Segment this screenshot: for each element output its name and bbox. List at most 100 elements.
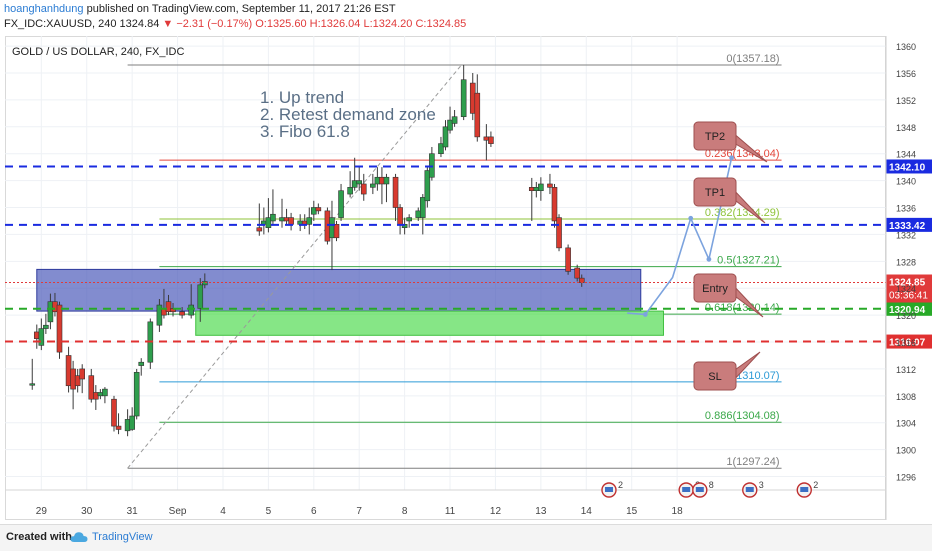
price-lines-layer: [5, 165, 886, 343]
x-tick-label: 18: [672, 506, 684, 517]
y-tick-label: 1324: [896, 284, 916, 294]
fib-level-label: 0.382(1334.29): [705, 207, 780, 219]
y-tick-label: 1336: [896, 204, 916, 214]
candle-body: [347, 187, 353, 195]
x-tick-label: 30: [81, 506, 93, 517]
chart-title: GOLD / US DOLLAR, 240, FX_IDC: [12, 46, 184, 58]
candle-body: [565, 247, 571, 272]
demand-zone-blue: [36, 268, 642, 312]
candle-body: [79, 368, 86, 380]
tradingview-link[interactable]: TradingView: [92, 531, 153, 543]
candle-body: [438, 143, 444, 155]
candle-body: [315, 207, 322, 212]
candle-body: [288, 217, 294, 225]
event-flag-stripe: [800, 487, 809, 492]
y-tick-label: 1300: [896, 446, 916, 456]
last-price-tag-label: 1324.85: [889, 278, 926, 289]
price-tag-label: 1316.07: [889, 338, 926, 349]
event-count-label: 3: [759, 480, 764, 490]
candle-body: [129, 415, 135, 430]
y-tick-label: 1296: [896, 473, 916, 483]
annotation-line-3: 3. Fibo 61.8: [260, 122, 350, 141]
price-change: ▼ −2.31 (−0.17%): [162, 18, 253, 30]
x-tick-label: Sep: [169, 506, 187, 517]
event-count-label: 2: [813, 480, 818, 490]
candle-body: [74, 375, 81, 387]
candle-body: [88, 375, 95, 400]
candle-body: [56, 304, 63, 353]
x-tick-label: 11: [445, 506, 456, 517]
candle-body: [392, 176, 399, 208]
candle-body: [578, 277, 585, 283]
x-tick-label: 6: [311, 506, 317, 517]
projection-arrows: [627, 155, 734, 317]
callout-box: [693, 177, 737, 207]
candle-body: [202, 281, 208, 286]
event-flag-stripe: [695, 487, 704, 492]
footer-bar: Created with TradingView: [0, 524, 932, 551]
y-tick-label: 1356: [896, 69, 916, 79]
candle-body: [338, 190, 344, 218]
price-tag: [886, 301, 932, 316]
created-with-label: Created with: [6, 531, 73, 543]
price-tag-label: 1333.42: [889, 221, 926, 232]
y-tick-label: 1316: [896, 338, 916, 348]
callouts-layer: TP2 TP1 Entry SL: [693, 121, 768, 391]
candle-body: [197, 284, 204, 309]
candle-body: [442, 126, 449, 148]
callout-box: [693, 121, 737, 151]
event-flag-stripe: [604, 487, 613, 492]
projection-arrowhead: [688, 215, 694, 221]
y-tick-label: 1312: [896, 365, 916, 375]
zones-layer: [36, 268, 664, 336]
price-tag: [886, 159, 932, 174]
callout-label: TP1: [705, 187, 725, 199]
projection-arrowhead: [706, 256, 712, 262]
ohlc-values: O:1325.60 H:1326.04 L:1324.20 C:1324.85: [255, 18, 467, 30]
projection-arrowhead: [642, 312, 648, 317]
countdown-label: 03:36:41: [889, 291, 928, 302]
candle-body: [551, 187, 558, 222]
candle-body: [188, 304, 194, 316]
x-tick-label: 7: [356, 506, 362, 517]
candle-body: [356, 180, 363, 185]
candle-body: [265, 217, 272, 228]
candle-body: [111, 398, 117, 427]
projection-path: [627, 157, 733, 316]
candle-body: [138, 361, 145, 366]
x-tick-label: 14: [581, 506, 593, 517]
price-tag: [886, 217, 932, 232]
candle-body: [538, 183, 544, 191]
candle-body: [424, 170, 431, 202]
event-count-label: 2: [618, 480, 623, 490]
x-tick-label: 8: [402, 506, 408, 517]
publish-line: hoanghanhdung published on TradingView.c…: [4, 3, 396, 15]
candle-body: [133, 371, 140, 417]
event-flag-stripe: [745, 487, 754, 492]
event-count-label: 8: [709, 480, 714, 490]
callout-box: [693, 361, 737, 391]
demand-zone-green: [195, 310, 664, 336]
y-tick-label: 1328: [896, 257, 916, 267]
y-tick-label: 1352: [896, 96, 916, 106]
x-tick-label: 5: [266, 506, 272, 517]
last-price-tag: [886, 274, 932, 303]
author-link[interactable]: hoanghanhdung: [4, 3, 84, 15]
y-tick-label: 1320: [896, 311, 916, 321]
y-tick-label: 1344: [896, 150, 916, 160]
candle-body: [333, 224, 340, 239]
y-tick-label: 1348: [896, 123, 916, 133]
annotation-line-2: 2. Retest demand zone: [260, 105, 436, 124]
candle-body: [43, 324, 49, 329]
x-tick-label: 31: [127, 506, 139, 517]
fib-level-label: 0(1357.18): [726, 53, 779, 65]
candle-body: [383, 176, 390, 185]
y-tick-label: 1304: [896, 419, 916, 429]
candle-body: [360, 183, 367, 195]
candle-body: [306, 217, 313, 225]
y-tick-label: 1332: [896, 230, 916, 240]
symbol-line: FX_IDC:XAUUSD, 240 1324.84 ▼ −2.31 (−0.1…: [4, 18, 466, 30]
projection-arrowhead: [729, 155, 734, 161]
candle-body: [179, 311, 185, 316]
